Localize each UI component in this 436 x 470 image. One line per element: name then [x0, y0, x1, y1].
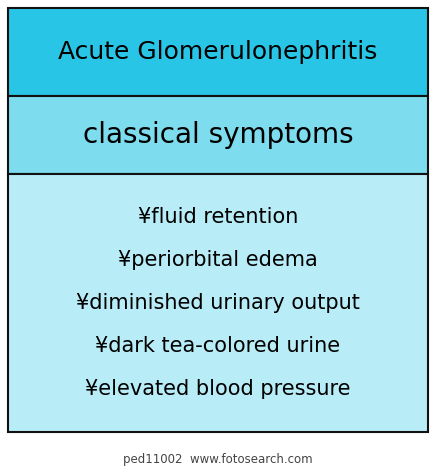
Text: ¥periorbital edema: ¥periorbital edema	[118, 250, 318, 270]
Text: ¥diminished urinary output: ¥diminished urinary output	[76, 293, 360, 313]
Text: ¥fluid retention: ¥fluid retention	[138, 207, 298, 227]
Text: classical symptoms: classical symptoms	[83, 121, 353, 149]
Text: ¥elevated blood pressure: ¥elevated blood pressure	[85, 379, 351, 399]
Text: ped11002  www.fotosearch.com: ped11002 www.fotosearch.com	[123, 454, 313, 467]
Bar	[8, 96, 428, 174]
Text: Acute Glomerulonephritis: Acute Glomerulonephritis	[58, 40, 378, 64]
Bar	[8, 8, 428, 96]
Bar	[8, 174, 428, 432]
Text: ¥dark tea-colored urine: ¥dark tea-colored urine	[95, 336, 341, 356]
